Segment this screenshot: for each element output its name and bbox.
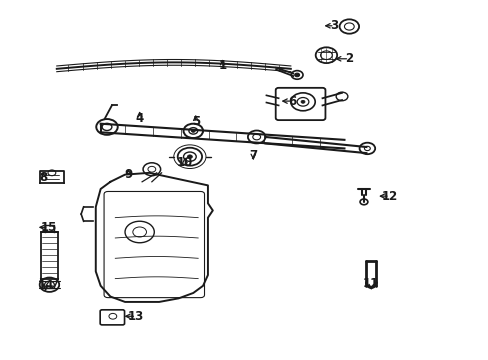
Circle shape	[294, 73, 299, 77]
Text: 4: 4	[135, 112, 143, 125]
Text: 6: 6	[287, 95, 296, 108]
Text: 12: 12	[381, 190, 397, 203]
Text: 13: 13	[128, 310, 144, 323]
Text: 15: 15	[40, 221, 57, 234]
Circle shape	[187, 155, 192, 158]
Circle shape	[191, 130, 195, 132]
Text: 1: 1	[218, 59, 226, 72]
Text: 11: 11	[363, 278, 379, 291]
Text: 5: 5	[191, 116, 200, 129]
Text: 7: 7	[249, 149, 257, 162]
Text: 3: 3	[330, 19, 338, 32]
Text: 8: 8	[40, 171, 48, 184]
Text: 10: 10	[177, 156, 193, 169]
Text: 9: 9	[124, 168, 132, 181]
Circle shape	[301, 100, 305, 103]
Text: 14: 14	[37, 279, 54, 292]
Text: 2: 2	[345, 52, 353, 65]
